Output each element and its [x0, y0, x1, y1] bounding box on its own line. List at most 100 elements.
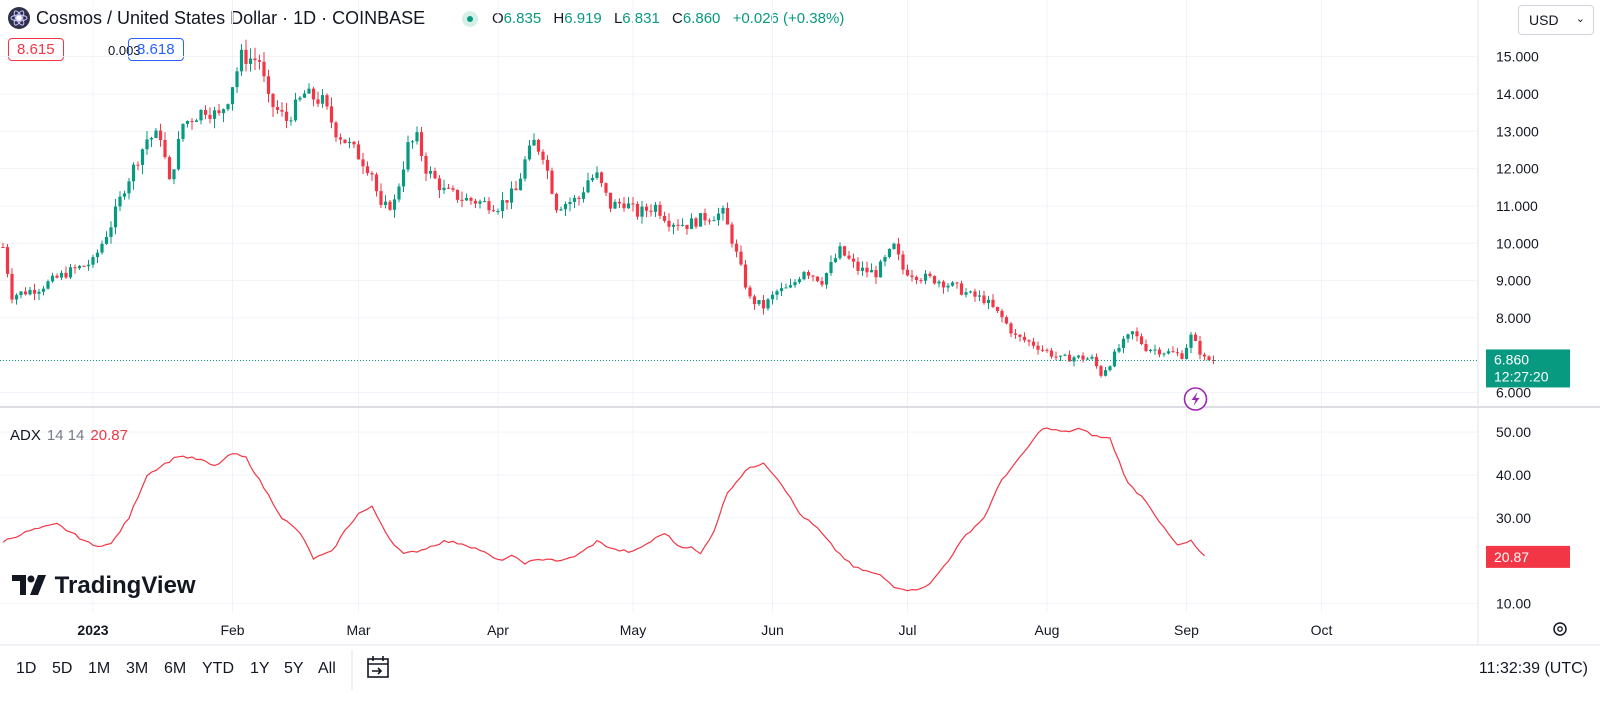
- x-tick-label: Apr: [487, 622, 509, 638]
- candle-body: [707, 220, 712, 222]
- candle-body: [356, 144, 361, 160]
- candle-body: [977, 295, 982, 297]
- candle-body: [793, 282, 797, 286]
- candle-body: [608, 192, 613, 209]
- candle-body: [487, 201, 491, 211]
- tradingview-logo[interactable]: TradingView: [12, 572, 196, 600]
- candle-body: [442, 187, 446, 191]
- candle-body: [1193, 334, 1198, 341]
- candle-body: [1022, 336, 1027, 341]
- candle-body: [689, 218, 694, 229]
- candle-body: [829, 262, 833, 274]
- candle-body: [806, 272, 811, 276]
- candle-body: [419, 132, 424, 156]
- candle-body: [401, 169, 406, 187]
- candle-body: [743, 264, 748, 288]
- candle-body: [464, 197, 469, 201]
- candle-body: [1126, 334, 1130, 339]
- candle-body: [509, 188, 514, 203]
- candle-body: [104, 236, 109, 244]
- candle-body: [37, 291, 41, 294]
- utc-clock[interactable]: 11:32:39 (UTC): [1478, 660, 1588, 677]
- candle-body: [338, 137, 343, 140]
- candle-body: [919, 280, 923, 282]
- candle-body: [869, 270, 874, 273]
- candle-body: [1090, 356, 1094, 359]
- candle-body: [410, 141, 415, 143]
- timeframe-button-1m[interactable]: 1M: [88, 660, 111, 677]
- candle-body: [946, 285, 950, 288]
- date-range-icon[interactable]: [366, 655, 392, 681]
- candle-body: [955, 282, 959, 284]
- candle-body: [941, 281, 946, 288]
- timeframe-button-1y[interactable]: 1Y: [250, 660, 270, 677]
- candle-body: [1004, 317, 1009, 324]
- timeframe-button-1d[interactable]: 1D: [16, 660, 37, 677]
- price-tick-label: 6.000: [1496, 385, 1531, 401]
- timeframe-button-5d[interactable]: 5D: [52, 660, 73, 677]
- candle-body: [460, 199, 464, 201]
- buy-price-box[interactable]: 8.618: [128, 38, 184, 61]
- candle-body: [122, 193, 127, 197]
- candle-body: [1207, 356, 1211, 361]
- candle-body: [491, 210, 496, 212]
- candle-body: [1036, 345, 1040, 350]
- candle-body: [262, 61, 266, 77]
- candle-body: [1085, 358, 1090, 360]
- candle-body: [910, 275, 914, 277]
- candle-body: [41, 288, 46, 292]
- candle-body: [1171, 351, 1175, 353]
- candle-body: [815, 276, 820, 282]
- price-tick-label: 15.000: [1496, 49, 1539, 65]
- adx-legend[interactable]: ADX 14 14 20.87: [10, 427, 128, 444]
- candle-body: [824, 273, 829, 285]
- candle-body: [271, 93, 275, 108]
- timeframe-button-5y[interactable]: 5Y: [284, 660, 304, 677]
- candle-body: [518, 178, 523, 191]
- timeframe-button-3m[interactable]: 3M: [126, 660, 149, 677]
- candle-body: [406, 142, 410, 170]
- candle-body: [473, 200, 478, 204]
- candle-body: [163, 140, 167, 158]
- adx-value-badge: [1486, 545, 1570, 568]
- candle-body: [725, 207, 730, 225]
- adx-tick-label: 30.00: [1496, 510, 1531, 526]
- candle-body: [1108, 366, 1112, 371]
- candle-body: [347, 141, 352, 144]
- candle-body: [95, 252, 100, 258]
- candle-body: [757, 299, 761, 305]
- candle-body: [23, 291, 28, 295]
- sell-price-box[interactable]: 8.615: [8, 38, 64, 61]
- candle-body: [455, 189, 460, 200]
- candle-body: [77, 265, 82, 269]
- market-status-icon[interactable]: [462, 11, 478, 27]
- candle-body: [959, 283, 964, 295]
- x-tick-label: Aug: [1035, 622, 1060, 638]
- symbol-title[interactable]: Cosmos / United States Dollar · 1D · COI…: [36, 8, 426, 28]
- candle-body: [748, 287, 752, 297]
- candle-body: [937, 281, 941, 284]
- candle-body: [68, 267, 73, 278]
- candle-body: [446, 187, 451, 189]
- timeframe-button-6m[interactable]: 6M: [164, 660, 187, 677]
- candle-body: [244, 49, 248, 64]
- candle-body: [235, 71, 239, 88]
- timeframe-button-all[interactable]: All: [318, 660, 336, 677]
- candle-body: [536, 139, 541, 152]
- price-tick-label: 14.000: [1496, 86, 1539, 102]
- candle-body: [896, 243, 901, 255]
- candle-body: [1139, 336, 1144, 345]
- candle-body: [1013, 333, 1018, 335]
- timeframe-button-ytd[interactable]: YTD: [202, 660, 234, 677]
- adx-series: [2, 427, 1205, 592]
- currency-select[interactable]: USD ⌄: [1518, 5, 1594, 35]
- x-tick-label: Oct: [1311, 622, 1333, 638]
- candle-body: [878, 261, 883, 278]
- candle-body: [437, 178, 442, 191]
- candle-body: [905, 269, 910, 276]
- candle-body: [653, 204, 658, 212]
- candle-body: [667, 220, 671, 227]
- candle-body: [469, 197, 473, 201]
- candle-body: [181, 123, 185, 140]
